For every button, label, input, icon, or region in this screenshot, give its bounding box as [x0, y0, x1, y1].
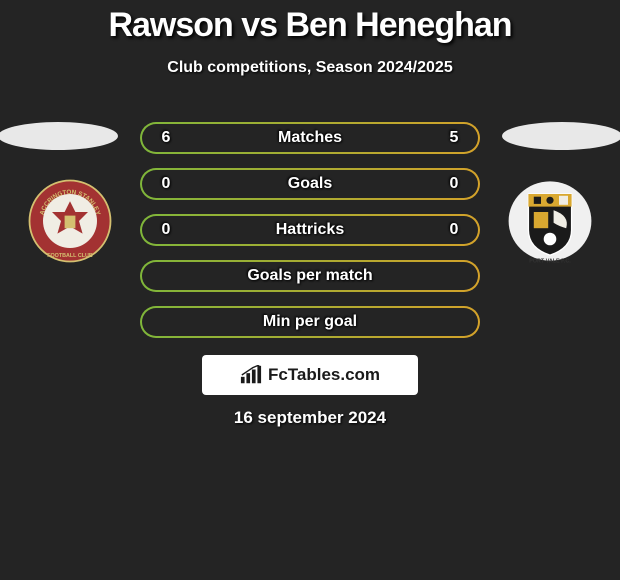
stat-right-value: 0: [444, 175, 464, 193]
stat-left-value: 6: [156, 129, 176, 147]
stats-container: 6 Matches 5 0 Goals 0 0 Hattricks 0 Goal…: [140, 122, 480, 338]
date-label: 16 september 2024: [0, 408, 620, 428]
accrington-crest-icon: ACCRINGTON STANLEY FOOTBALL CLUB: [21, 176, 119, 266]
stat-label: Min per goal: [176, 313, 444, 331]
port-vale-crest-icon: PORT VALE F.C.: [501, 176, 599, 266]
page-title: Rawson vs Ben Heneghan: [0, 0, 620, 45]
stat-left-value: 0: [156, 175, 176, 193]
stat-label: Goals per match: [176, 267, 444, 285]
subtitle: Club competitions, Season 2024/2025: [0, 59, 620, 77]
stat-row-hattricks: 0 Hattricks 0: [140, 214, 480, 246]
stat-row-goals: 0 Goals 0: [140, 168, 480, 200]
player-avatar-left: [0, 122, 118, 150]
stat-label: Goals: [176, 175, 444, 193]
stat-label: Hattricks: [176, 221, 444, 239]
stat-label: Matches: [176, 129, 444, 147]
fctables-logo[interactable]: FcTables.com: [202, 355, 418, 395]
stat-right-value: 0: [444, 221, 464, 239]
stat-row-goals-per-match: Goals per match: [140, 260, 480, 292]
stat-row-matches: 6 Matches 5: [140, 122, 480, 154]
svg-text:PORT VALE F.C.: PORT VALE F.C.: [529, 258, 571, 264]
svg-text:FOOTBALL CLUB: FOOTBALL CLUB: [47, 253, 93, 259]
stat-right-value: 5: [444, 129, 464, 147]
stat-row-min-per-goal: Min per goal: [140, 306, 480, 338]
bar-chart-icon: [240, 365, 262, 385]
stat-left-value: 0: [156, 221, 176, 239]
player-avatar-right: [502, 122, 620, 150]
logo-text: FcTables.com: [268, 365, 380, 385]
club-crest-left: ACCRINGTON STANLEY FOOTBALL CLUB: [20, 176, 120, 266]
club-crest-right: PORT VALE F.C.: [500, 176, 600, 266]
